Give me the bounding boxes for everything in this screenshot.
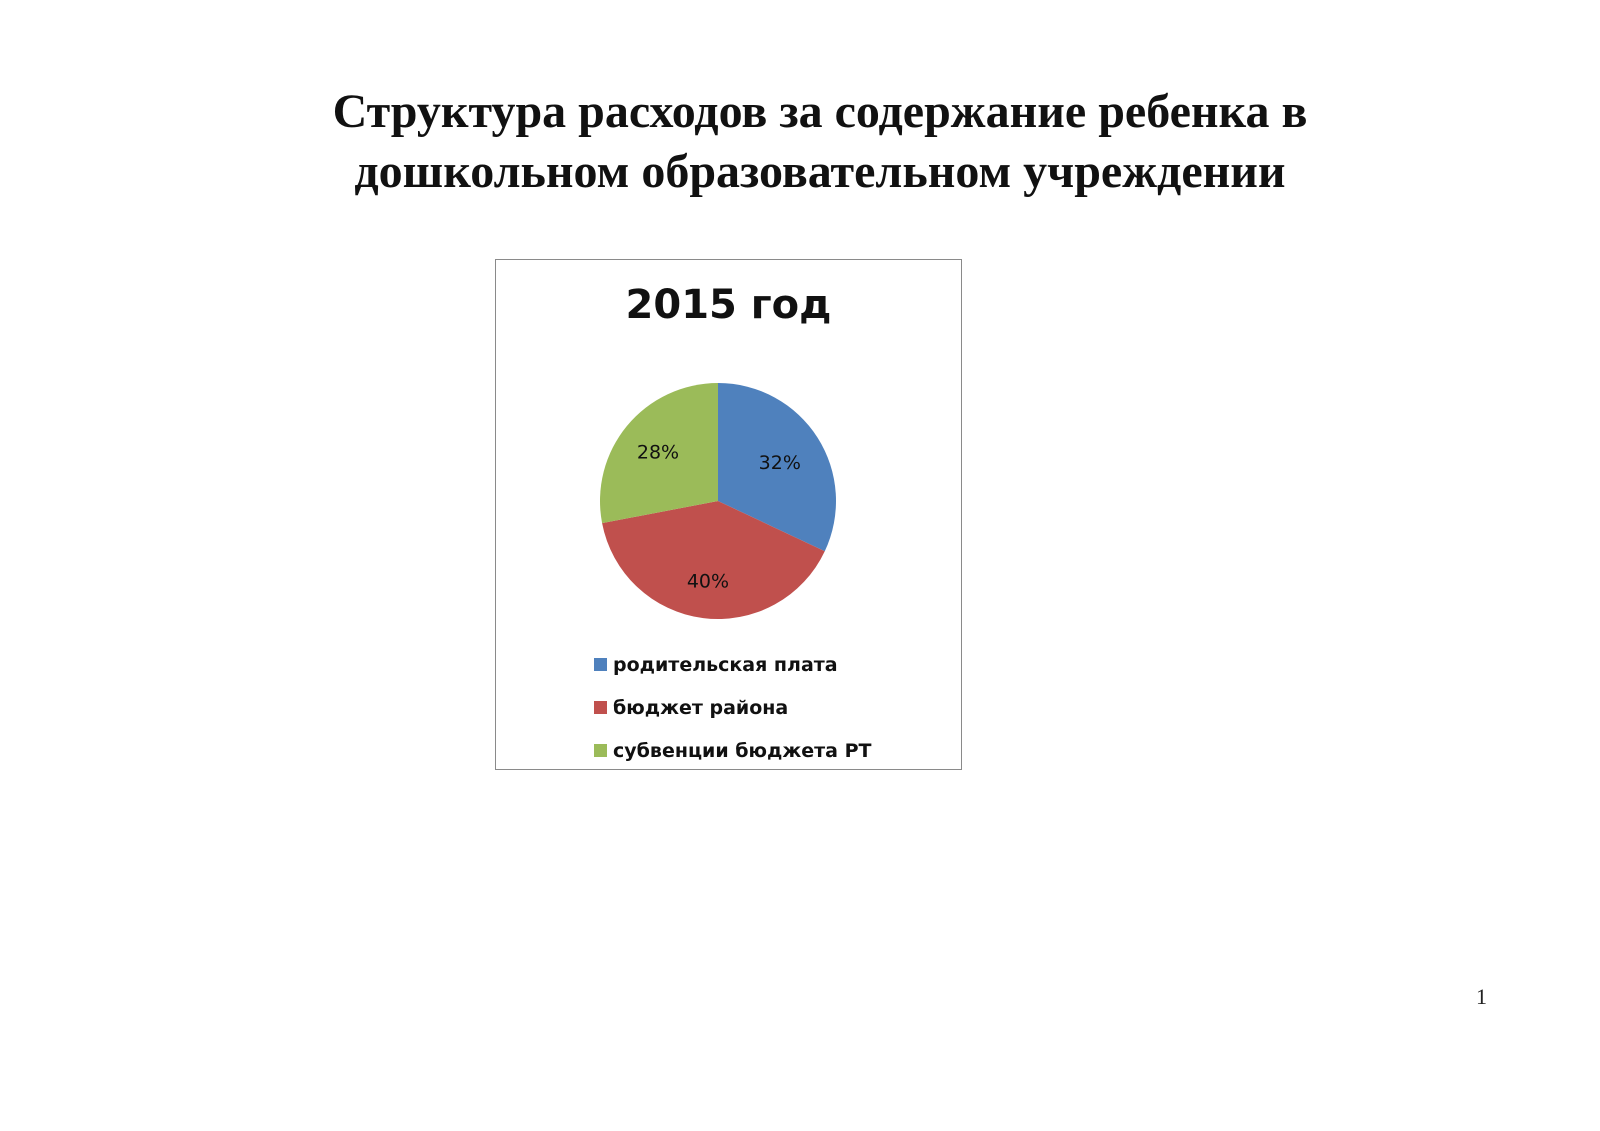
data-label: 32% [759, 452, 801, 474]
legend-label: бюджет района [613, 696, 789, 719]
page-title: Структура расходов за содержание ребенка… [220, 82, 1420, 202]
data-label: 40% [687, 571, 729, 593]
legend-label: родительская плата [613, 653, 838, 676]
legend: родительская плата бюджет района субвенц… [594, 643, 872, 772]
legend-item: родительская плата [594, 643, 872, 686]
pie-slice [600, 383, 718, 524]
page-title-line-2: дошкольном образовательном учреждении [354, 145, 1286, 198]
pie-slice [602, 501, 825, 619]
chart-title: 2015 год [625, 282, 832, 328]
legend-swatch [594, 658, 607, 671]
page-number: 1 [1476, 984, 1487, 1009]
legend-swatch [594, 701, 607, 714]
pie-chart: 2015 год 32% 40% 28% родительская плата бю… [495, 259, 962, 770]
data-label: 28% [637, 441, 679, 463]
legend-label: субвенции бюджета РТ [613, 739, 872, 762]
pie-plot: 32% 40% 28% [600, 383, 836, 619]
pie-slice [718, 383, 836, 552]
legend-item: бюджет района [594, 686, 872, 729]
legend-item: субвенции бюджета РТ [594, 729, 872, 772]
legend-swatch [594, 744, 607, 757]
page-title-line-1: Структура расходов за содержание ребенка… [332, 85, 1308, 138]
